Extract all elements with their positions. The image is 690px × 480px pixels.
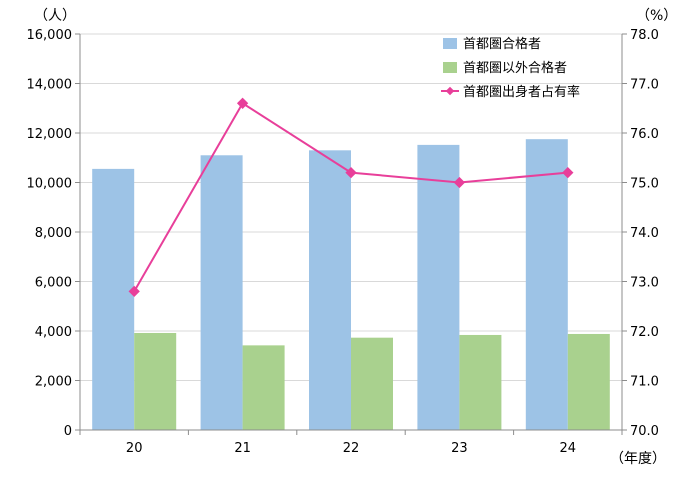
right-tick-label: 75.0 <box>630 177 659 192</box>
right-tick-label: 76.0 <box>630 127 659 142</box>
bar-nonmetro <box>567 333 610 430</box>
left-tick-label: 4,000 <box>35 325 72 340</box>
share-point <box>453 176 466 189</box>
bar-metro <box>92 168 135 430</box>
share-point <box>236 97 249 109</box>
left-tick-label: 0 <box>64 424 72 439</box>
x-axis-ticks: 20 21 22 23 24 <box>79 430 623 456</box>
legend-label-share: 首都圏出身者占有率 <box>463 84 580 100</box>
share-point <box>562 166 574 179</box>
bar-metro <box>200 155 243 430</box>
legend-label-nonmetro: 首都圏以外合格者 <box>463 60 567 76</box>
right-axis-unit: （%） <box>636 8 677 24</box>
left-tick-label: 10,000 <box>27 177 73 192</box>
x-tick-label: 22 <box>343 441 360 456</box>
bar-metro <box>525 139 568 430</box>
bar-metro <box>309 150 351 430</box>
bar-metro <box>417 144 460 430</box>
right-tick-label: 71.0 <box>630 375 659 390</box>
bar-nonmetro <box>351 337 393 430</box>
x-tick-label: 24 <box>560 441 577 456</box>
left-tick-label: 2,000 <box>35 375 72 390</box>
left-tick-label: 8,000 <box>35 226 72 241</box>
bar-nonmetro <box>242 345 285 430</box>
share-point <box>128 285 140 298</box>
left-tick-label: 12,000 <box>27 127 73 142</box>
x-tick-label: 23 <box>451 441 468 456</box>
bar-nonmetro <box>459 334 502 430</box>
legend-swatch-metro <box>443 38 457 49</box>
right-tick-label: 74.0 <box>630 226 659 241</box>
x-tick-label: 21 <box>234 441 251 456</box>
left-axis-unit: （人） <box>34 8 76 24</box>
x-tick-label: 20 <box>126 441 143 456</box>
left-axis-ticks: 0 2,000 4,000 6,000 8,000 10,000 12,000 14,000 1… <box>27 28 80 439</box>
left-tick-label: 14,000 <box>27 78 73 93</box>
share-point <box>345 166 357 179</box>
left-tick-label: 16,000 <box>27 28 73 43</box>
legend: 首都圏合格者 首都圏以外合格者 首都圏出身者占有率 <box>441 36 580 100</box>
right-tick-label: 72.0 <box>630 325 659 340</box>
legend-swatch-nonmetro <box>443 62 457 73</box>
legend-swatch-share-marker <box>445 86 455 96</box>
right-axis-ticks: 70.0 71.0 72.0 73.0 74.0 75.0 76.0 77.0 78.0 <box>622 28 659 439</box>
x-axis-unit: （年度） <box>610 451 666 467</box>
right-tick-label: 77.0 <box>630 78 659 93</box>
left-tick-label: 6,000 <box>35 276 72 291</box>
legend-label-metro: 首都圏合格者 <box>463 36 541 52</box>
right-tick-label: 73.0 <box>630 276 659 291</box>
bar-nonmetro <box>134 332 177 430</box>
bars <box>92 139 610 430</box>
right-tick-label: 78.0 <box>630 28 659 43</box>
right-tick-label: 70.0 <box>630 424 659 439</box>
